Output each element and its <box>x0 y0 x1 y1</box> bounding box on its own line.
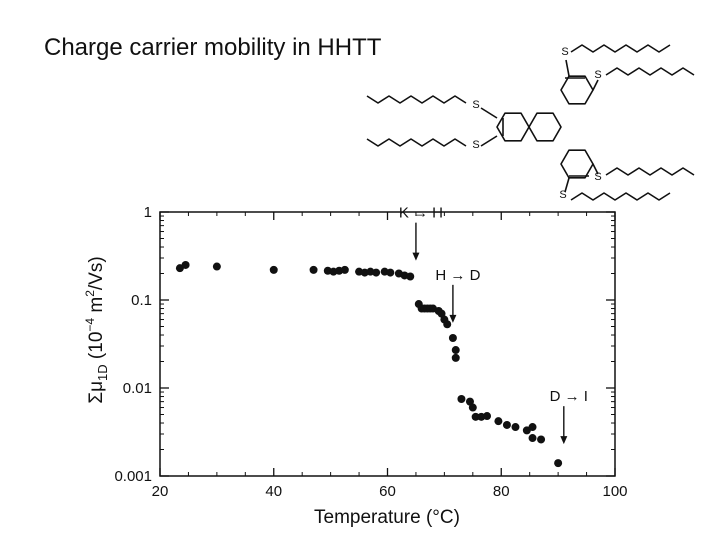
x-tick-label: 40 <box>265 483 282 500</box>
sulfur-atom-label: S <box>472 139 479 151</box>
y-tick-label: 0.1 <box>131 292 152 309</box>
sulfur-atom-label: S <box>472 99 479 111</box>
core-ring-left <box>496 112 530 142</box>
bond-s2 <box>592 79 599 91</box>
y-title-exp: −4 <box>83 318 97 332</box>
y-title-prefix: Σμ <box>86 381 107 404</box>
y-title-sub: 1D <box>95 364 110 381</box>
x-tick-label: 60 <box>379 483 396 500</box>
transition-label: D → I <box>550 388 588 405</box>
data-point <box>309 265 318 274</box>
data-points <box>175 260 563 468</box>
data-point <box>212 262 221 271</box>
y-tick-label: 1 <box>144 204 152 221</box>
data-point <box>528 434 537 443</box>
data-point <box>443 320 452 329</box>
hhtt-molecule-structure: S S S S S S <box>366 44 695 201</box>
y-title-unit-exp: 2 <box>83 290 97 297</box>
transition-annotations: K → H H → D D → I <box>399 205 588 445</box>
mobility-chart: 20 40 60 80 100 1 0.1 0.01 0.001 K → H H → D D → … <box>83 204 628 528</box>
hexyl-chain-5 <box>605 167 695 176</box>
x-tick-label: 20 <box>152 483 169 500</box>
data-point <box>448 333 457 342</box>
x-tick-label: 80 <box>493 483 510 500</box>
data-point <box>528 423 537 432</box>
bond-s5 <box>592 163 599 175</box>
bond-s6 <box>564 177 570 193</box>
bond-s4 <box>480 135 498 147</box>
data-point <box>269 265 278 274</box>
sulfur-atom-label: S <box>559 189 566 201</box>
y-title-paren: (10 <box>86 332 107 365</box>
data-point <box>406 272 415 281</box>
data-point <box>502 420 511 429</box>
slide-title: Charge carrier mobility in HHTT <box>44 34 382 61</box>
hexyl-chain-6 <box>570 192 671 201</box>
plot-frame <box>159 211 616 477</box>
y-axis-title: Σμ1D (10−4 m2/Vs) <box>83 256 110 403</box>
data-point <box>386 268 395 277</box>
data-point <box>457 394 466 403</box>
data-point <box>181 260 190 269</box>
hexyl-chain-1 <box>570 44 671 53</box>
data-point <box>451 353 460 362</box>
y-title-unit: m <box>86 297 107 318</box>
sulfur-atom-label: S <box>594 69 601 81</box>
core-ring-upper <box>560 75 594 105</box>
bond-s1 <box>565 59 570 77</box>
bond-s3 <box>480 107 498 119</box>
aromatic-bonds <box>502 77 589 177</box>
transition-arrow-head <box>449 314 457 323</box>
x-axis-title: Temperature (°C) <box>314 507 460 528</box>
core-ring-center <box>528 112 562 142</box>
transition-label: K → H <box>399 205 443 222</box>
y-title-unit-end: /Vs) <box>86 256 107 290</box>
data-point <box>340 265 349 274</box>
data-point <box>537 435 546 444</box>
transition-arrow-head <box>560 436 568 445</box>
y-tick-label: 0.01 <box>123 380 152 397</box>
data-point <box>554 459 563 468</box>
transition-arrow-head <box>412 252 420 261</box>
core-ring-lower <box>560 149 594 179</box>
data-point <box>511 423 520 432</box>
sulfur-atom-label: S <box>561 46 568 58</box>
hexyl-chain-2 <box>605 67 695 76</box>
transition-label: H → D <box>435 267 480 284</box>
data-point <box>494 417 503 426</box>
data-point <box>483 412 492 421</box>
x-tick-label: 100 <box>602 483 627 500</box>
hexyl-chain-4 <box>366 138 467 147</box>
sulfur-atom-label: S <box>594 171 601 183</box>
data-point <box>468 403 477 412</box>
data-point <box>471 412 480 421</box>
hexyl-chain-3 <box>366 95 467 104</box>
y-axis-ticks: 1 0.1 0.01 0.001 <box>114 204 615 485</box>
x-axis-ticks: 20 40 60 80 100 <box>152 212 628 500</box>
data-point <box>372 268 381 277</box>
y-tick-label: 0.001 <box>114 468 152 485</box>
data-point <box>451 346 460 355</box>
